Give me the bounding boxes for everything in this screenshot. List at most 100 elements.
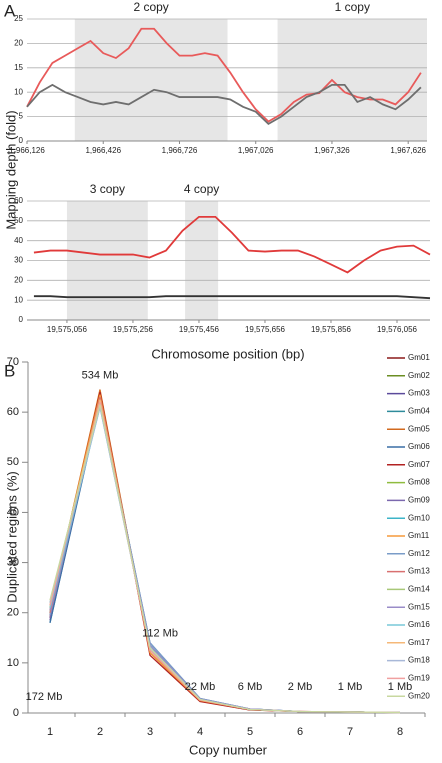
copy-region (74, 19, 228, 141)
y-tick-label: 0 (19, 315, 24, 324)
series-line (26, 27, 422, 123)
x-tick-label: 6 (297, 726, 303, 738)
point-label: 1 Mb (338, 681, 362, 693)
y-tick-label: 10 (14, 295, 23, 304)
point-label: 2 Mb (288, 681, 312, 693)
x-tick-label: 3 (147, 726, 153, 738)
x-tick-label: 4 (197, 726, 203, 738)
y-tick-label: 40 (7, 506, 19, 518)
legend-label: Gm11 (408, 531, 430, 540)
series-line (49, 401, 401, 714)
y-tick-label: 50 (14, 216, 23, 225)
point-label: 22 Mb (185, 681, 216, 693)
legend-label: Gm03 (408, 389, 430, 398)
series-line (49, 394, 401, 714)
y-tick-label: 70 (7, 356, 19, 368)
x-tick-label: 1,966,426 (85, 146, 121, 155)
y-tick-label: 50 (7, 456, 19, 468)
legend-label: Gm06 (408, 442, 430, 451)
series-line (49, 406, 401, 714)
series-line (49, 401, 401, 714)
y-tick-label: 0 (13, 707, 19, 719)
y-tick-label: 60 (14, 196, 23, 205)
legend-label: Gm13 (408, 567, 430, 576)
series-line (33, 215, 431, 274)
region-label: 4 copy (184, 182, 219, 196)
x-tick-label: 19,575,656 (245, 325, 286, 334)
y-tick-label: 40 (14, 236, 23, 245)
copy-region (277, 19, 427, 141)
series-line (49, 399, 401, 714)
legend-label: Gm15 (408, 602, 430, 611)
y-tick-label: 60 (7, 406, 19, 418)
panel-label: A (4, 1, 16, 20)
y-tick-label: 10 (7, 657, 19, 669)
legend-label: Gm14 (408, 585, 430, 594)
legend-label: Gm02 (408, 371, 430, 380)
legend-label: Gm10 (408, 513, 430, 522)
x-tick-label: 19,575,256 (113, 325, 154, 334)
series-line (49, 389, 401, 714)
x-axis-label: Copy number (189, 742, 268, 757)
x-tick-label: 8 (397, 726, 403, 738)
x-tick-label: 19,576,056 (377, 325, 418, 334)
series-line (33, 295, 431, 300)
legend-label: Gm09 (408, 496, 430, 505)
region-label: 1 copy (335, 0, 370, 14)
y-tick-label: 10 (14, 87, 23, 96)
series-line (49, 401, 401, 714)
series-line (49, 399, 401, 714)
point-label: 1 Mb (388, 681, 412, 693)
x-tick-label: 1,967,326 (314, 146, 350, 155)
x-tick-label: 2 (97, 726, 103, 738)
series-line (49, 401, 401, 714)
legend-label: Gm17 (408, 638, 430, 647)
legend-label: Gm16 (408, 620, 430, 629)
point-label: 534 Mb (82, 369, 119, 381)
series-line (26, 83, 422, 126)
series-line (49, 391, 401, 714)
legend-label: Gm19 (408, 674, 430, 683)
x-tick-label: 7 (347, 726, 353, 738)
y-tick-label: 0 (19, 136, 24, 145)
legend-label: Gm05 (408, 424, 430, 433)
x-tick-label: 1,967,026 (238, 146, 274, 155)
panel-label: B (4, 361, 15, 380)
legend-label: Gm12 (408, 549, 430, 558)
y-axis-label: Mapping depth (fold) (3, 110, 18, 229)
y-tick-label: 30 (7, 556, 19, 568)
legend-label: Gm07 (408, 460, 430, 469)
x-tick-label: 19,575,856 (311, 325, 352, 334)
y-tick-label: 20 (14, 275, 23, 284)
legend-label: Gm04 (408, 407, 430, 416)
region-label: 2 copy (133, 0, 168, 14)
region-label: 3 copy (90, 182, 125, 196)
y-tick-label: 30 (14, 256, 23, 265)
legend-label: Gm01 (408, 353, 430, 362)
y-tick-label: 15 (14, 63, 23, 72)
y-tick-label: 5 (19, 112, 24, 121)
x-tick-label: 1,967,626 (390, 146, 426, 155)
series-line (49, 394, 401, 714)
point-label: 6 Mb (238, 681, 262, 693)
series-line (49, 391, 401, 714)
y-tick-label: 20 (7, 607, 19, 619)
x-tick-label: 19,575,056 (47, 325, 88, 334)
point-label: 172 Mb (26, 691, 63, 703)
series-line (49, 401, 401, 714)
x-axis-label: Chromosome position (bp) (151, 346, 304, 361)
series-line (49, 396, 401, 714)
legend-label: Gm20 (408, 691, 430, 700)
legend-label: Gm08 (408, 478, 430, 487)
y-tick-label: 20 (14, 39, 23, 48)
x-tick-label: 5 (247, 726, 253, 738)
series-line (49, 404, 401, 714)
x-tick-label: 1,966,126 (9, 146, 45, 155)
series-line (49, 396, 401, 714)
series-line (49, 396, 401, 714)
series-line (49, 404, 401, 714)
x-tick-label: 1 (47, 726, 53, 738)
series-line (49, 406, 401, 714)
legend-label: Gm18 (408, 656, 430, 665)
